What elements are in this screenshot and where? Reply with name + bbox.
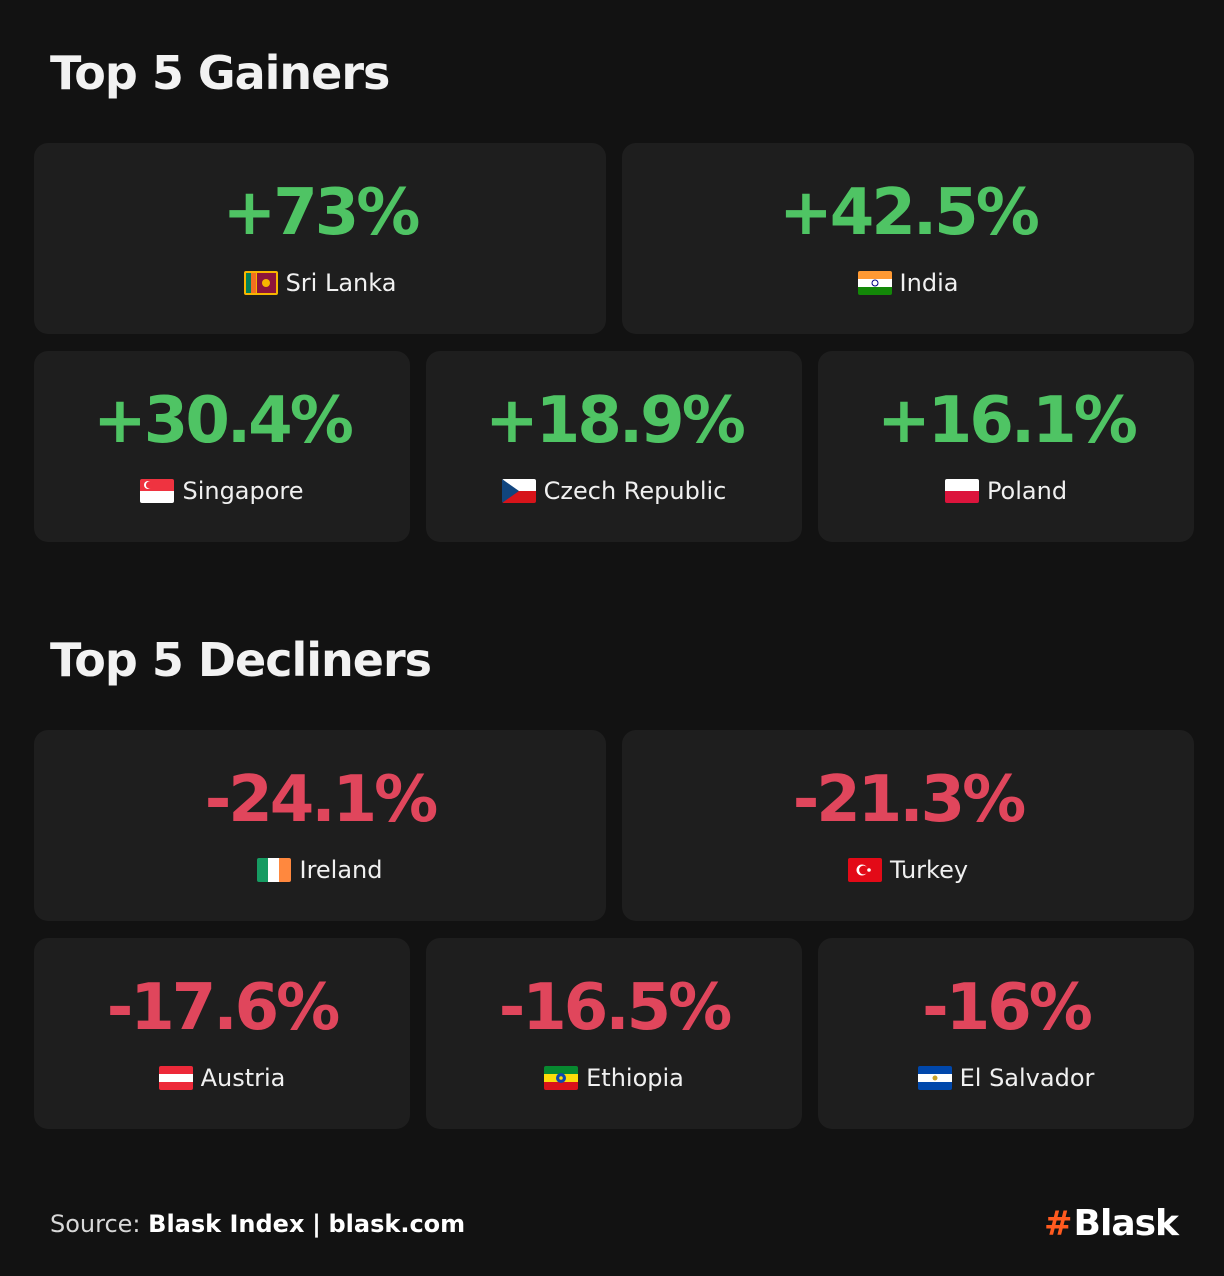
country-name: Czech Republic <box>543 477 727 505</box>
ethiopia-flag-icon <box>544 1066 579 1090</box>
hash-icon: # <box>1044 1204 1072 1244</box>
decliner-country: Austria <box>158 1064 286 1092</box>
singapore-flag-icon <box>140 479 175 503</box>
decliner-card-el-salvador: -16% El Salvador <box>818 938 1194 1129</box>
blask-logo: # Blask <box>1044 1203 1179 1244</box>
decliner-country: El Salvador <box>917 1064 1095 1092</box>
gainer-value: +16.1% <box>877 384 1138 458</box>
gainer-country: Poland <box>944 477 1068 505</box>
sri-lanka-flag-icon <box>243 271 278 295</box>
gainer-card-singapore: +30.4% Singapore <box>34 351 410 542</box>
decliner-card-turkey: -21.3% Turkey <box>622 730 1194 921</box>
decliner-card-ethiopia: -16.5% Ethiopia <box>426 938 802 1129</box>
czech-flag-icon <box>501 479 536 503</box>
country-name: Ethiopia <box>586 1064 684 1092</box>
decliner-country: Ireland <box>257 856 383 884</box>
country-name: Poland <box>986 477 1068 505</box>
gainer-card-czech-republic: +18.9% Czech Republic <box>426 351 802 542</box>
poland-flag-icon <box>944 479 979 503</box>
logo-text: Blask <box>1073 1203 1179 1244</box>
source-name: Blask Index <box>148 1210 305 1238</box>
gainer-value: +73% <box>222 176 421 250</box>
decliner-country: Turkey <box>847 856 969 884</box>
decliner-value: -16% <box>922 971 1093 1045</box>
decliner-value: -21.3% <box>792 763 1027 837</box>
country-name: Ireland <box>299 856 383 884</box>
decliner-card-austria: -17.6% Austria <box>34 938 410 1129</box>
source-label: Source: <box>50 1210 141 1238</box>
country-name: India <box>899 269 959 297</box>
gainer-card-india: +42.5% India <box>622 143 1194 334</box>
india-flag-icon <box>857 271 892 295</box>
country-name: Austria <box>200 1064 286 1092</box>
gainer-country: Singapore <box>140 477 304 505</box>
decliner-card-ireland: -24.1% Ireland <box>34 730 606 921</box>
gainer-value: +30.4% <box>93 384 354 458</box>
decliner-value: -17.6% <box>106 971 341 1045</box>
country-name: Turkey <box>889 856 969 884</box>
turkey-flag-icon <box>847 858 882 882</box>
source-line: Source: Blask Index | blask.com <box>50 1212 465 1236</box>
gainer-card-poland: +16.1% Poland <box>818 351 1194 542</box>
gainer-country: Sri Lanka <box>243 269 397 297</box>
austria-flag-icon <box>158 1066 193 1090</box>
gainers-title: Top 5 Gainers <box>50 46 390 100</box>
gainer-card-sri-lanka: +73% Sri Lanka <box>34 143 606 334</box>
gainer-value: +42.5% <box>779 176 1040 250</box>
gainer-value: +18.9% <box>485 384 746 458</box>
decliners-title: Top 5 Decliners <box>50 633 432 687</box>
decliner-value: -24.1% <box>204 763 439 837</box>
source-separator: | <box>312 1210 321 1238</box>
ireland-flag-icon <box>257 858 292 882</box>
gainer-country: India <box>857 269 959 297</box>
source-site: blask.com <box>328 1210 466 1238</box>
country-name: El Salvador <box>959 1064 1095 1092</box>
country-name: Singapore <box>182 477 304 505</box>
gainer-country: Czech Republic <box>501 477 727 505</box>
decliner-country: Ethiopia <box>544 1066 684 1090</box>
country-name: Sri Lanka <box>285 269 397 297</box>
el-salvador-flag-icon <box>917 1066 952 1090</box>
decliner-value: -16.5% <box>498 971 733 1045</box>
